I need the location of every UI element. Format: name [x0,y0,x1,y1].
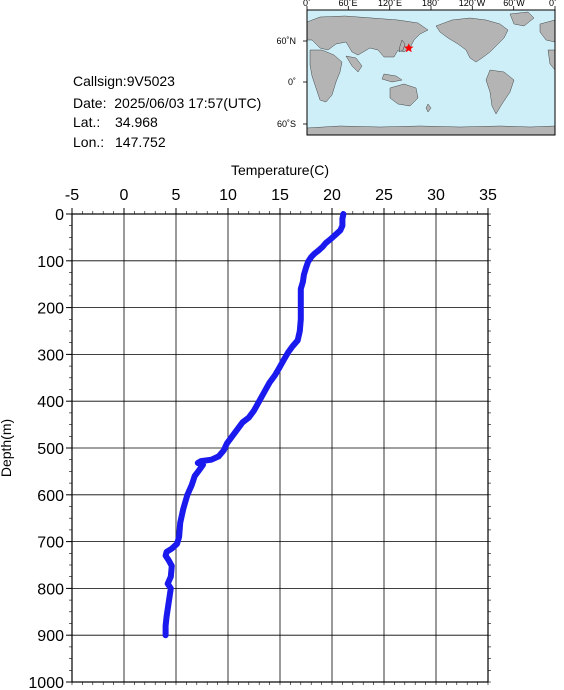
x-axis-title: Temperature(C) [231,162,329,178]
y-tick-label: 600 [37,488,64,505]
y-tick-label: 500 [37,441,64,458]
x-tick-label: 15 [271,187,289,204]
map-ticks [303,6,556,125]
map-lon-label-6: 0˚ [549,0,557,8]
australia-shape [389,83,419,107]
x-tick-label: 30 [427,187,445,204]
y-axis-title: Depth(m) [0,419,14,477]
new-zealand-shape [425,103,432,113]
y-tick-label: 700 [37,535,64,552]
y-tick-label: 300 [37,347,64,364]
map-lat-label-2: 60˚S [277,119,296,129]
chart-area: -5 0 5 10 15 20 25 30 35 01002003004005006007008… [0,162,497,690]
y-tick-label: 0 [55,207,64,224]
india-shape [345,55,363,73]
map-lon-label-5: 60˚W [503,0,525,8]
y-tick-label: 100 [37,254,64,271]
map-land [306,11,556,136]
plot-frame [71,213,489,683]
map-lon-label-0: 0˚ [303,0,311,8]
x-tick-label: 5 [172,187,181,204]
japan-shape [398,39,406,53]
x-tick-label: 35 [479,187,497,204]
africa-shape [309,49,343,103]
y-tick-label: 800 [37,581,64,598]
europe-east-shape [539,19,556,43]
map-lon-label-3: 180˚ [422,0,440,8]
y-tick-label: 900 [37,628,64,645]
eurasia-shape [306,15,429,58]
lat-value: 34.968 [115,114,158,130]
y-tick-labels: 0 100 200 300 400 500 600 700 800 900 1000 [28,207,64,690]
lon-value: 147.752 [115,134,166,150]
x-tick-label: 10 [219,187,237,204]
x-tick-labels: -5 0 5 10 15 20 25 30 35 [65,187,497,204]
y-tick-label: 1000 [28,675,64,690]
star-icon [404,43,414,53]
world-map: 0˚ 60˚E 120˚E 180˚ 120˚W 60˚W 0˚ 60˚N 0˚… [276,0,557,136]
map-lon-label-2: 120˚E [378,0,402,8]
map-lon-label-1: 60˚E [338,0,357,8]
y-tick-label: 400 [37,394,64,411]
indonesia-shape [381,73,403,83]
x-tick-label: 25 [375,187,393,204]
x-tick-label: -5 [65,187,79,204]
y-tick-label: 200 [37,301,64,318]
map-lon-label-4: 120˚W [459,0,486,8]
map-lat-label-1: 0˚ [288,77,296,87]
greenland-shape [509,11,535,27]
callsign-text: Callsign:9V5023 [73,73,175,89]
map-lat-label-0: 60˚N [276,36,296,46]
date-text: Date: 2025/06/03 17:57(UTC) [73,95,262,111]
lat-label: Lat.: [73,114,101,130]
lon-label: Lon.: [73,134,105,150]
south-america-shape [485,69,515,115]
antarctica-shape [306,125,556,136]
x-tick-label: 20 [323,187,341,204]
north-america-shape [435,17,509,63]
x-tick-label: 0 [120,187,129,204]
map-side-labels: 60˚N 0˚ 60˚S [276,36,296,129]
temperature-profile-line [162,211,347,639]
map-top-labels: 0˚ 60˚E 120˚E 180˚ 120˚W 60˚W 0˚ [303,0,557,8]
